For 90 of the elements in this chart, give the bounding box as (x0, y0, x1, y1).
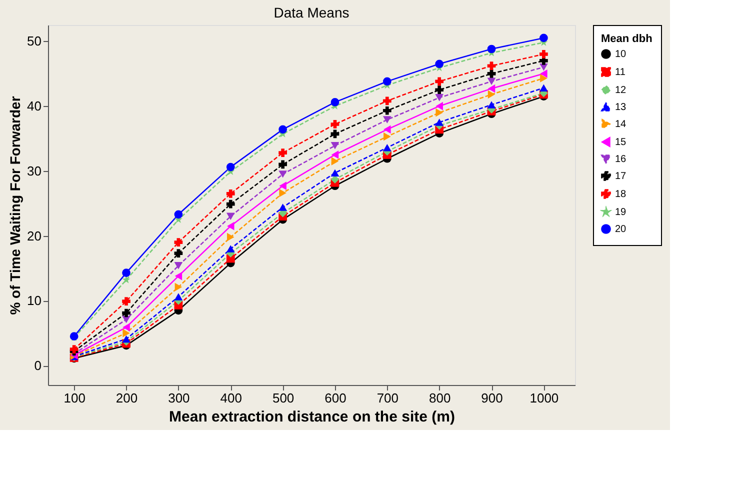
point (382, 116, 392, 124)
point (382, 106, 392, 115)
point (435, 60, 444, 68)
point (278, 170, 287, 178)
point (278, 148, 287, 157)
point (331, 150, 339, 159)
point (330, 120, 340, 128)
point (330, 142, 340, 150)
x-tick-label: 900 (481, 390, 503, 406)
y-tick-label: 50 (27, 34, 42, 49)
point (122, 268, 130, 277)
point (487, 101, 496, 108)
x-tick-label: 300 (168, 390, 190, 406)
point (122, 323, 130, 332)
legend-label: 17 (615, 171, 627, 182)
point (278, 204, 287, 211)
x-tick-label: 500 (272, 390, 294, 406)
point (487, 69, 496, 78)
point (278, 160, 287, 169)
y-tick-label: 0 (34, 358, 42, 374)
point (488, 84, 496, 93)
point (174, 249, 183, 258)
point (488, 90, 496, 99)
point (382, 77, 392, 86)
point (540, 74, 548, 82)
point (384, 125, 391, 134)
point (435, 118, 444, 126)
y-tick-label: 30 (27, 163, 42, 178)
point (174, 293, 183, 300)
point (174, 210, 183, 219)
point (174, 238, 183, 246)
point (278, 125, 287, 134)
point (540, 69, 548, 78)
point (382, 96, 392, 106)
x-tick-label: 800 (428, 390, 451, 406)
legend-label: 19 (615, 207, 627, 218)
x-tick-label: 1000 (530, 390, 559, 406)
point (330, 169, 340, 177)
x-tick-label: 600 (324, 390, 346, 406)
y-tick-label: 40 (27, 98, 42, 114)
point (122, 335, 130, 343)
legend-label: 18 (615, 189, 627, 200)
point (279, 188, 286, 198)
point (227, 222, 234, 230)
point (487, 78, 496, 86)
point (435, 77, 444, 86)
y-tick-label: 10 (27, 293, 42, 308)
point (436, 108, 443, 117)
point (226, 212, 235, 220)
point (122, 297, 130, 306)
point (122, 328, 130, 338)
x-axis-title: Mean extraction distance on the site (m) (169, 408, 455, 426)
point (331, 157, 339, 166)
legend-label: 11 (615, 67, 626, 78)
y-tick-label: 20 (27, 228, 42, 244)
point (540, 34, 548, 42)
legend-label: 13 (615, 102, 627, 113)
point (487, 62, 496, 70)
point (382, 144, 392, 152)
point (174, 282, 182, 292)
legend-label: 10 (615, 49, 627, 60)
point (174, 272, 182, 280)
point (122, 308, 130, 318)
point (540, 50, 548, 58)
point (436, 102, 443, 110)
legend-label: 16 (615, 154, 627, 165)
point (435, 94, 444, 102)
point (174, 262, 183, 270)
point (435, 86, 444, 94)
legend-label: 15 (615, 137, 627, 148)
point (384, 132, 391, 141)
x-tick-label: 400 (220, 390, 242, 406)
x-tick-label: 100 (64, 390, 86, 406)
y-axis-title: % of Time Waiting For Forwarder (7, 96, 24, 315)
chart-title: Data Means (274, 4, 350, 20)
point (226, 189, 235, 198)
legend-label: 20 (615, 224, 627, 235)
point (487, 44, 496, 54)
x-tick-label: 700 (376, 390, 399, 406)
point (226, 245, 235, 252)
legend-label: 14 (615, 119, 627, 130)
legend-title: Mean dbh (601, 33, 653, 45)
point (226, 200, 235, 208)
point (226, 162, 235, 172)
point (227, 232, 234, 242)
legend-label: 12 (615, 85, 627, 96)
point (540, 84, 548, 92)
point (279, 182, 286, 190)
point (330, 98, 340, 106)
x-tick-label: 200 (116, 390, 138, 406)
